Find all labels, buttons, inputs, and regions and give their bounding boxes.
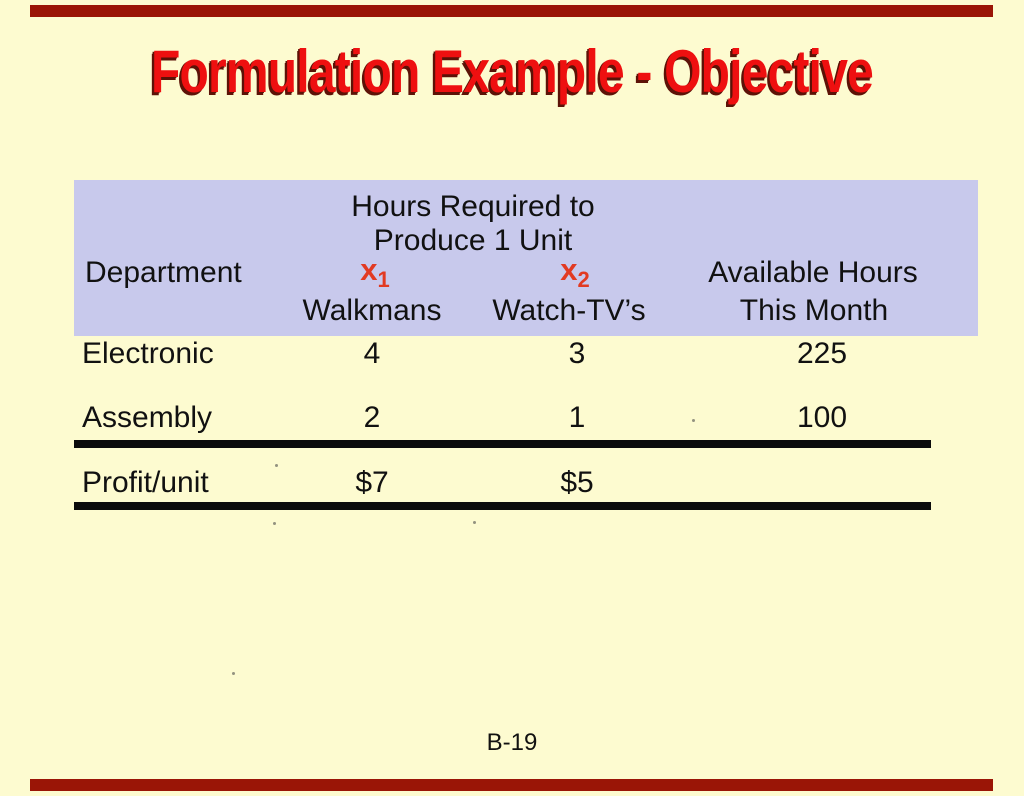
header-group-line1: Hours Required to <box>351 190 595 223</box>
row-electronic-label: Electronic <box>82 337 214 370</box>
header-department: Department <box>85 256 242 289</box>
slide-title: Formulation Example - Objective <box>150 38 874 105</box>
page-number: B-19 <box>486 729 538 756</box>
header-variable-x2: x2 <box>475 252 675 291</box>
header-available-line1: Available Hours <box>708 256 918 289</box>
x2-symbol: x2 <box>560 252 590 291</box>
row-assembly-x1: 2 <box>363 401 381 434</box>
top-accent-bar <box>30 5 993 17</box>
speck <box>473 521 476 524</box>
row-assembly-available: 100 <box>796 401 848 434</box>
row-profit-x1: $7 <box>355 466 389 499</box>
row-profit-x2: $5 <box>560 466 594 499</box>
table-rule-upper <box>74 440 931 448</box>
row-electronic-x1: 4 <box>363 337 381 370</box>
header-variable-x1: x1 <box>275 252 475 291</box>
row-assembly-label: Assembly <box>82 401 213 434</box>
bottom-accent-bar <box>30 779 993 791</box>
row-electronic-x2: 3 <box>568 337 586 370</box>
row-electronic-available: 225 <box>796 337 848 370</box>
row-assembly-x2: 1 <box>568 401 586 434</box>
row-profit-label: Profit/unit <box>82 466 209 499</box>
x2-subscript: 2 <box>577 267 590 292</box>
x1-symbol: x1 <box>360 252 390 291</box>
header-group-line2: Produce 1 Unit <box>373 224 573 257</box>
table-header-band: Hours Required to Produce 1 Unit Departm… <box>74 180 978 336</box>
speck <box>275 464 278 467</box>
table-rule-lower <box>74 502 931 510</box>
speck <box>273 522 276 525</box>
x1-letter: x <box>360 252 378 287</box>
header-watch-tvs: Watch-TV’s <box>492 294 646 327</box>
speck <box>232 672 235 675</box>
x1-subscript: 1 <box>377 267 390 292</box>
x2-letter: x <box>560 252 578 287</box>
header-available-line2: This Month <box>739 294 889 327</box>
header-walkmans: Walkmans <box>302 294 442 327</box>
speck <box>692 419 695 422</box>
